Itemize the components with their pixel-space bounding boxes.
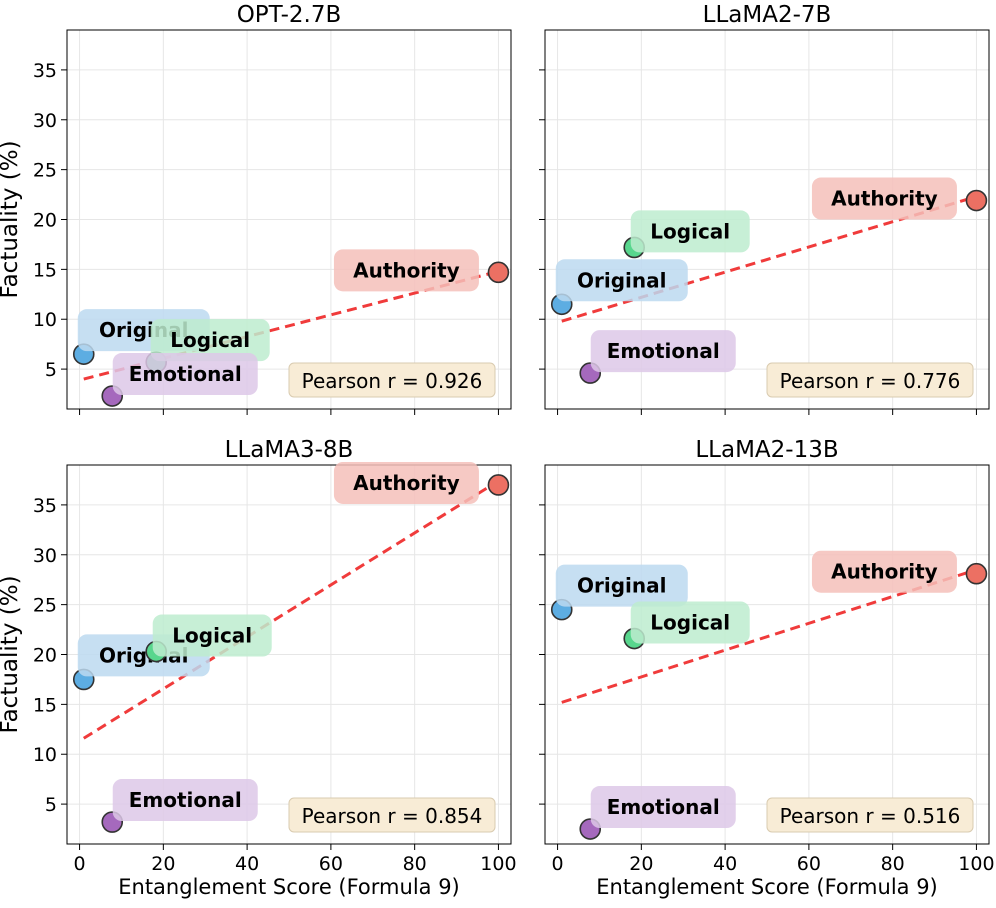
point-label: Original [577, 268, 666, 292]
point-label-box [590, 330, 736, 373]
y-tick-label: 15 [33, 694, 57, 716]
panel-title: LLaMA2-13B [695, 437, 838, 463]
point-label: Authority [831, 560, 938, 584]
point-label-box [590, 786, 736, 829]
panel-4: 0 20 40 60 80 100 LLaMA2-13B Entanglement Score… [539, 437, 995, 899]
panel-title: LLaMA3-8B [225, 437, 354, 463]
y-tick-label: 10 [33, 744, 57, 766]
data-point-authority [965, 189, 988, 212]
panel-title: OPT-2.7B [237, 2, 342, 28]
point-label: Authority [353, 471, 460, 495]
point-label-box [112, 779, 258, 822]
plot-frame [66, 29, 512, 410]
point-label-box [811, 177, 957, 220]
y-axis-label: Factuality (%) [0, 575, 23, 733]
x-tick-label: 40 [235, 853, 259, 875]
trend-line [82, 479, 500, 740]
point-label: Authority [353, 258, 460, 282]
point-label: Emotional [129, 788, 242, 812]
y-tick-label: 35 [33, 495, 57, 517]
x-axis-label: Entanglement Score (Formula 9) [118, 875, 460, 899]
y-tick-label: 5 [45, 359, 57, 381]
pearson-annotation: Pearson r = 0.854 [302, 804, 483, 828]
x-tick-label: 80 [403, 853, 427, 875]
x-tick-label: 60 [797, 853, 821, 875]
x-tick-label: 0 [552, 853, 564, 875]
pearson-box [766, 797, 974, 833]
point-label-box [630, 210, 750, 253]
point-label: Emotional [607, 795, 720, 819]
x-tick-label: 80 [881, 853, 905, 875]
pearson-annotation: Pearson r = 0.516 [780, 804, 961, 828]
data-point-authority [487, 474, 510, 496]
pearson-annotation: Pearson r = 0.926 [302, 369, 483, 393]
trend-line [561, 568, 977, 704]
y-tick-label: 30 [33, 545, 57, 567]
pearson-annotation: Pearson r = 0.776 [780, 369, 961, 393]
x-axis-label: Entanglement Score (Formula 9) [596, 875, 938, 899]
point-label: Original [577, 574, 666, 598]
panel-title: LLaMA2-7B [703, 2, 832, 28]
x-tick-label: 20 [151, 853, 175, 875]
pearson-box [288, 797, 496, 833]
point-label: Logical [650, 611, 730, 635]
x-tick-label: 60 [319, 853, 343, 875]
y-tick-label: 20 [33, 645, 57, 667]
plot-frame [66, 464, 512, 845]
point-label-box [630, 601, 750, 644]
pearson-box [288, 362, 496, 398]
y-tick-label: 25 [33, 160, 57, 182]
data-point-authority [965, 562, 988, 585]
x-tick-label: 40 [713, 853, 737, 875]
point-label-box [333, 249, 479, 292]
x-tick-label: 100 [480, 853, 516, 875]
point-label: Emotional [607, 339, 720, 363]
y-tick-label: 5 [45, 794, 57, 816]
point-label-box [333, 461, 479, 504]
point-label: Logical [172, 624, 252, 648]
y-tick-label: 10 [33, 309, 57, 331]
y-tick-label: 30 [33, 110, 57, 132]
point-label: Emotional [129, 362, 242, 386]
panel-2: LLaMA2-7B Original Logical Emotional Authori… [539, 2, 990, 415]
y-tick-label: 20 [33, 210, 57, 232]
y-tick-label: 35 [33, 60, 57, 82]
y-tick-label: 25 [33, 595, 57, 617]
y-tick-label: 15 [33, 259, 57, 281]
x-tick-label: 0 [74, 853, 86, 875]
point-label-box [150, 319, 270, 362]
point-label-box [112, 353, 258, 396]
y-axis-label: Factuality (%) [0, 140, 23, 298]
point-label-box [555, 259, 688, 302]
point-label: Logical [650, 219, 730, 243]
plot-frame [544, 464, 990, 845]
point-label: Logical [170, 328, 250, 352]
point-label-box [555, 564, 688, 607]
data-point-authority [487, 261, 510, 284]
x-tick-label: 20 [629, 853, 653, 875]
panel-3: 0 20 40 60 80 100 5 10 15 20 25 30 35 LLaMA3-8B Factua… [0, 437, 517, 899]
point-label: Authority [831, 187, 938, 211]
plot-frame [544, 29, 990, 410]
pearson-box [766, 362, 974, 398]
x-tick-label: 100 [958, 853, 994, 875]
point-label-box [152, 614, 272, 657]
point-label-box [811, 550, 957, 593]
